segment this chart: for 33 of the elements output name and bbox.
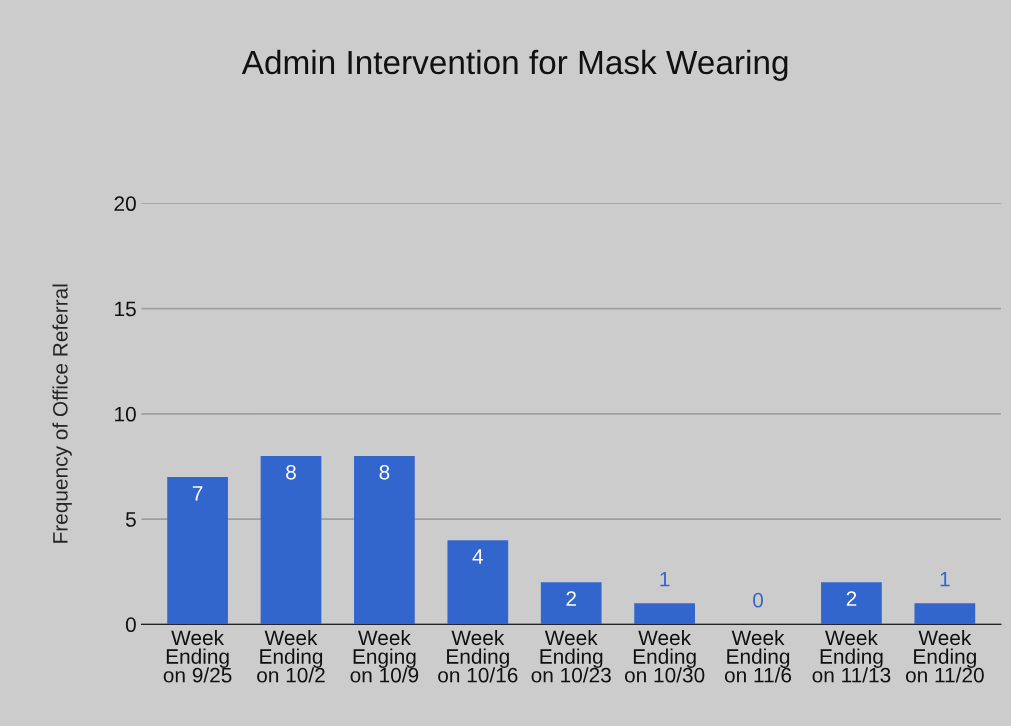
data-label: 8	[379, 464, 390, 480]
data-label: 8	[286, 464, 296, 480]
bar	[634, 603, 695, 625]
data-label: 7	[192, 486, 203, 501]
x-tick-label: Week Ending on 9/25	[163, 629, 232, 683]
x-tick-label: Week Ending on 10/30	[624, 629, 705, 683]
x-tick-label: Week Ending on 10/23	[531, 629, 611, 683]
data-label: 2	[846, 591, 857, 606]
bar	[540, 582, 602, 625]
y-tick-label: 10	[115, 406, 136, 422]
bar	[260, 455, 322, 625]
bar	[354, 455, 415, 625]
bar	[167, 476, 228, 625]
data-label: 0	[753, 592, 764, 608]
x-tick-label: Week Ending on 11/20	[905, 629, 984, 683]
y-tick-label: 15	[115, 301, 136, 317]
x-tick-label: Week Ending on 10/16	[438, 629, 518, 683]
y-tick-label: 0	[125, 617, 136, 633]
x-tick-label: Week Ending on 10/2	[257, 629, 325, 683]
x-tick-label: Week Ending on 11/6	[724, 629, 792, 683]
y-axis-title: Frequency of Office Referral	[52, 284, 72, 543]
x-tick-label: Week Ending on 11/13	[812, 629, 891, 683]
y-tick-label: 5	[125, 512, 136, 527]
bar	[447, 540, 509, 625]
chart-title: Admin Intervention for Mask Wearing	[241, 49, 788, 81]
bar	[914, 603, 976, 625]
bar	[821, 582, 882, 625]
x-tick-label: Week Enging on 10/9	[350, 629, 419, 683]
y-tick-label: 20	[114, 196, 136, 212]
data-label: 2	[566, 591, 576, 606]
data-label: 1	[940, 572, 950, 587]
data-label: 1	[660, 572, 670, 587]
data-label: 4	[472, 549, 483, 564]
